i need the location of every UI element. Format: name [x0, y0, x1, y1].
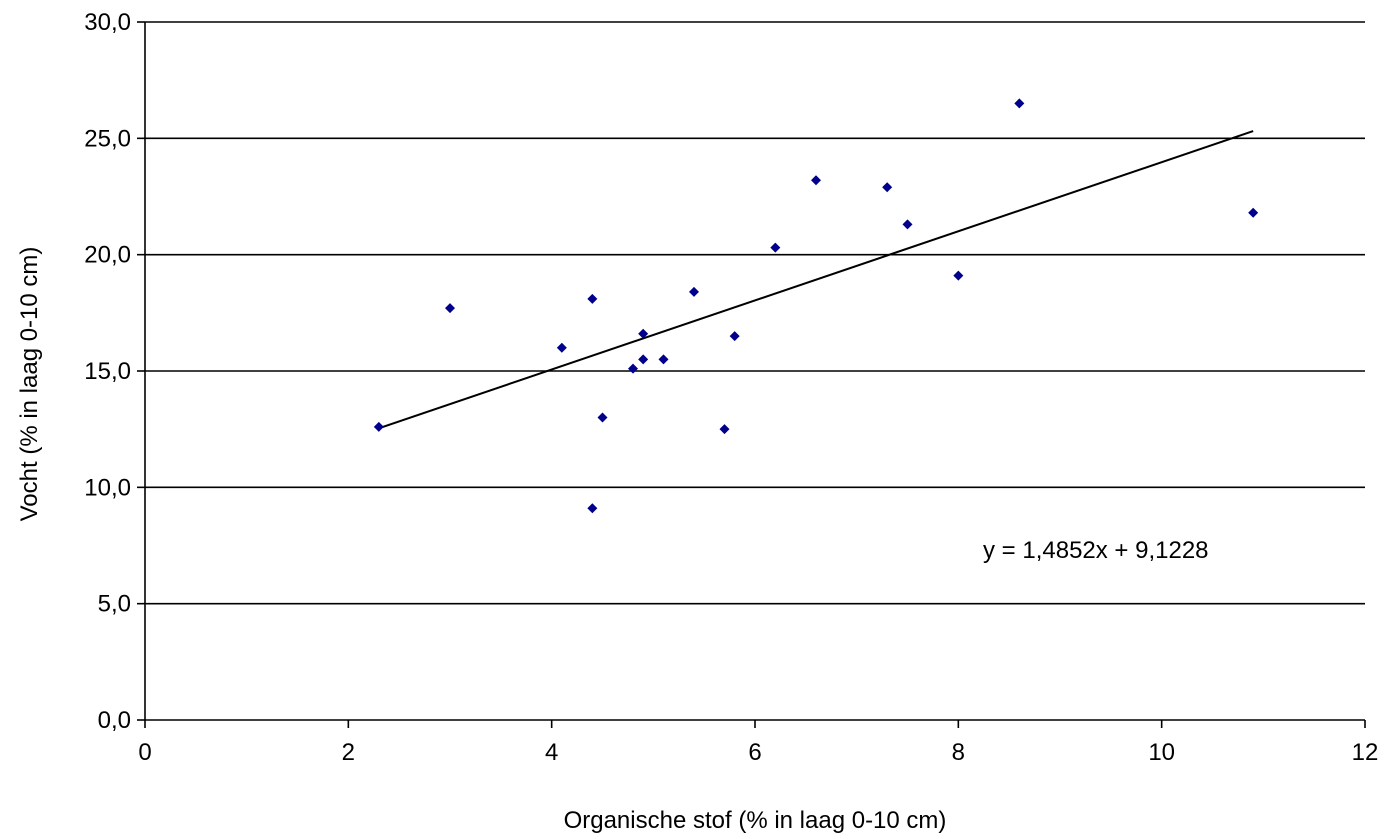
y-tick-label: 0,0 [98, 707, 131, 734]
x-tick-label: 6 [748, 739, 761, 766]
data-point [719, 424, 730, 435]
data-point [628, 363, 638, 374]
y-tick-label: 15,0 [84, 358, 131, 385]
data-point [811, 175, 821, 186]
data-point [770, 242, 781, 253]
axes: 0,0 5,0 10,0 15,0 20,0 25,0 30,0 0 2 4 6 8 10 12 [84, 9, 1378, 766]
data-point [658, 354, 669, 365]
data-point [729, 331, 740, 342]
gridlines [145, 21, 1365, 605]
data-point [638, 354, 649, 365]
x-axis-title: Organische stof (% in laag 0-10 cm) [564, 807, 947, 834]
data-point [638, 328, 649, 339]
data-point [902, 219, 913, 230]
y-tick-label: 30,0 [84, 9, 131, 36]
data-point [689, 286, 699, 297]
x-tick-label: 2 [342, 739, 355, 766]
y-tick-label: 25,0 [84, 125, 131, 152]
data-point [1014, 98, 1025, 109]
x-tick-label: 10 [1148, 739, 1175, 766]
y-tick-label: 10,0 [84, 474, 131, 501]
x-tick-label: 0 [138, 739, 151, 766]
data-point [587, 503, 598, 514]
trendline-group [378, 130, 1254, 430]
y-axis-title: Vocht (% in laag 0-10 cm) [16, 247, 43, 522]
data-point [1248, 207, 1259, 218]
trendline [378, 130, 1254, 430]
data-point [953, 270, 964, 281]
data-point [556, 342, 567, 353]
x-tick-label: 12 [1352, 739, 1379, 766]
data-point [445, 303, 455, 314]
x-tick-label: 4 [545, 739, 558, 766]
y-tick-label: 5,0 [98, 591, 131, 618]
data-points [373, 98, 1259, 514]
data-point [587, 293, 598, 304]
data-point [373, 421, 384, 432]
trendline-equation: y = 1,4852x + 9,1228 [983, 537, 1209, 564]
data-point [597, 412, 608, 423]
y-tick-label: 20,0 [84, 242, 131, 269]
data-point [882, 182, 893, 193]
x-tick-label: 8 [952, 739, 965, 766]
